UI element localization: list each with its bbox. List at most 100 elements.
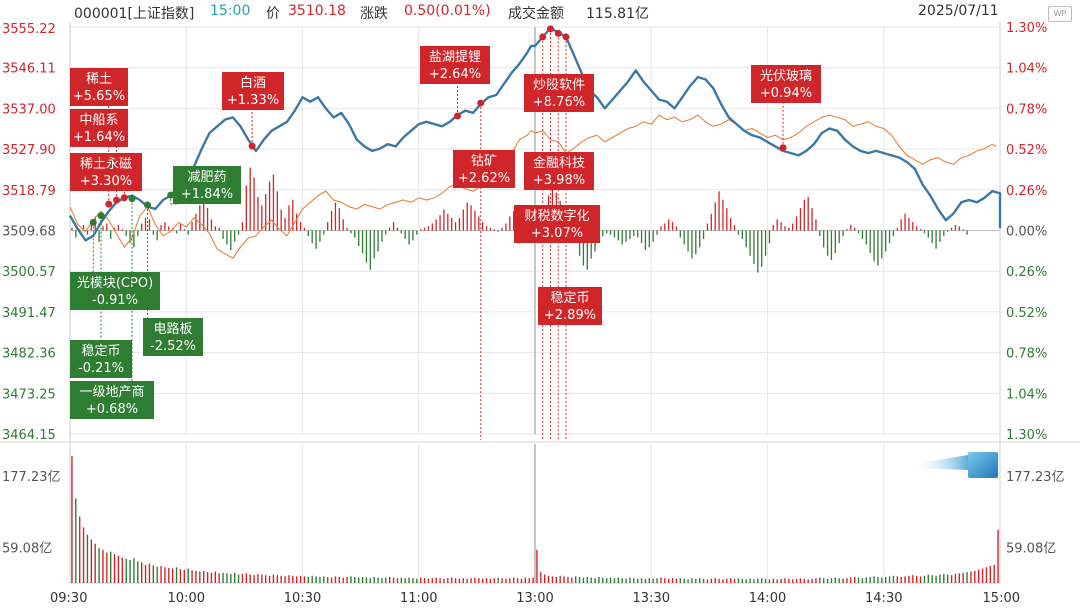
annotation-box <box>70 109 128 147</box>
annotation-dot <box>562 33 570 41</box>
time-tick-label: 13:00 <box>516 591 553 606</box>
percent-tick-label: 0.52% <box>1006 306 1047 321</box>
annotation-dot <box>454 112 461 120</box>
annotation-box <box>420 46 490 84</box>
price-label: 价 <box>266 6 280 22</box>
annotation-box <box>524 74 594 112</box>
annotation-percent: -0.21% <box>78 361 124 376</box>
price-tick-label: 3537.00 <box>2 102 56 117</box>
annotation-tag: 稳定币 +2.89% <box>538 287 602 325</box>
percent-axis: 1.30% 1.04% 0.78% 0.52% 0.26% 0.00% 0.26% 0.52%… <box>1006 21 1047 443</box>
chart-date: 2025/07/11 <box>918 3 999 19</box>
annotation-tag: 稀土永磁 +3.30% <box>70 153 142 191</box>
annotation-percent: +1.84% <box>181 187 233 202</box>
price-line <box>68 26 1002 242</box>
wp-logo: WP <box>1048 6 1072 22</box>
annotation-tag: 光伏玻璃 +0.94% <box>751 65 821 103</box>
volume-tick-right: 59.08亿 <box>1006 541 1056 556</box>
time-tick-label: 11:00 <box>400 591 437 606</box>
annotation-percent: +3.98% <box>533 173 585 188</box>
annotation-dot <box>144 201 151 209</box>
turnover-value: 115.81亿 <box>586 6 649 22</box>
annotation-sector: 盐湖提锂 <box>429 49 481 65</box>
price-series <box>68 26 1002 242</box>
annotation-percent: +1.64% <box>73 130 125 145</box>
annotation-box <box>514 205 600 243</box>
annotation-percent: +5.65% <box>73 89 125 104</box>
annotation-sector: 稀土 <box>86 72 112 87</box>
annotation-percent: +3.07% <box>531 226 583 241</box>
change-label: 涨跌 <box>360 6 388 22</box>
turnover-label: 成交金额 <box>508 6 564 22</box>
header-time: 15:00 <box>210 3 251 19</box>
percent-tick-label: 1.04% <box>1006 387 1047 402</box>
annotation-tag: 炒股软件 +8.76% <box>524 74 594 112</box>
annotation-box <box>222 72 284 110</box>
annotation-dot <box>97 212 105 220</box>
annotation-tag: 电路板 -2.52% <box>143 318 203 356</box>
annotation-percent: -2.52% <box>150 339 196 354</box>
annotation-dot <box>167 191 175 199</box>
annotation-box <box>538 287 602 325</box>
average-series <box>69 114 997 259</box>
annotation-percent: +0.68% <box>86 402 138 417</box>
annotation-sector: 光伏玻璃 <box>760 69 812 84</box>
percent-tick-label: 0.00% <box>1006 225 1047 240</box>
price-tick-label: 3500.57 <box>2 265 56 280</box>
annotation-percent: +2.89% <box>544 308 596 323</box>
price-tick-label: 3509.68 <box>2 225 56 240</box>
volume-tick-left: 59.08亿 <box>2 541 52 556</box>
annotation-dot <box>477 99 485 107</box>
percent-tick-label: 0.52% <box>1006 143 1047 158</box>
annotation-sector: 光模块(CPO) <box>77 276 153 291</box>
price-tick-label: 3473.25 <box>2 387 56 402</box>
annotation-tag: 金融科技 +3.98% <box>524 152 594 190</box>
annotation-tag: 一级地产商 +0.68% <box>70 381 154 419</box>
annotation-percent: +8.76% <box>533 95 585 110</box>
price-tick-label: 3555.22 <box>2 22 56 37</box>
annotation-dot <box>89 218 97 226</box>
time-tick-label: 14:00 <box>749 591 786 606</box>
percent-tick-label: 1.30% <box>1006 21 1047 36</box>
annotation-box <box>751 65 821 103</box>
volume-tick-right: 177.23亿 <box>1006 470 1065 485</box>
annotation-percent: +2.64% <box>429 67 481 82</box>
time-tick-label: 14:30 <box>865 591 902 606</box>
volume-bars <box>71 456 999 583</box>
annotation-box <box>70 340 132 378</box>
annotation-dot <box>554 29 562 37</box>
annotation-dot <box>128 195 136 203</box>
annotation-percent: +1.33% <box>227 93 279 108</box>
annotation-dot <box>120 194 128 202</box>
annotation-tag: 盐湖提锂 +2.64% <box>420 46 490 84</box>
annotation-dot <box>105 200 113 208</box>
annotation-box <box>524 152 594 190</box>
price-tick-label: 3464.15 <box>2 428 56 443</box>
time-tick-label: 15:00 <box>983 591 1020 606</box>
annotation-tag: 稀土 +5.65% <box>70 68 128 106</box>
annotation-box <box>70 68 128 106</box>
annotation-sector: 减肥药 <box>187 170 226 185</box>
annotation-percent: +0.94% <box>760 86 812 101</box>
annotation-dot <box>248 142 256 150</box>
annotation-box <box>143 318 203 356</box>
annotation-tag: 光模块(CPO) -0.91% <box>70 272 160 310</box>
price-value: 3510.18 <box>288 3 346 19</box>
annotation-sector: 电路板 <box>153 321 192 337</box>
annotation-dot <box>547 25 554 33</box>
percent-tick-label: 0.26% <box>1006 265 1047 280</box>
time-tick-label: 13:30 <box>633 591 670 606</box>
annotation-dot <box>539 33 547 41</box>
annotation-dot <box>779 144 787 152</box>
volume-axis: 177.23亿 177.23亿 59.08亿 59.08亿 <box>2 470 1065 556</box>
annotation-box <box>70 381 154 419</box>
chart-header: 000001[上证指数] 15:00 价 3510.18 涨跌 0.50(0.0… <box>0 0 1080 22</box>
annotation-sector: 稳定币 <box>81 343 120 359</box>
annotation-percent: +2.62% <box>458 171 510 186</box>
index-code: 000001[上证指数] <box>74 6 195 22</box>
percent-tick-label: 1.04% <box>1006 62 1047 77</box>
annotation-tag: 白酒 +1.33% <box>222 72 284 110</box>
grid <box>69 26 1001 583</box>
annotation-percent: -0.91% <box>92 293 138 308</box>
annotation-box <box>173 166 241 204</box>
